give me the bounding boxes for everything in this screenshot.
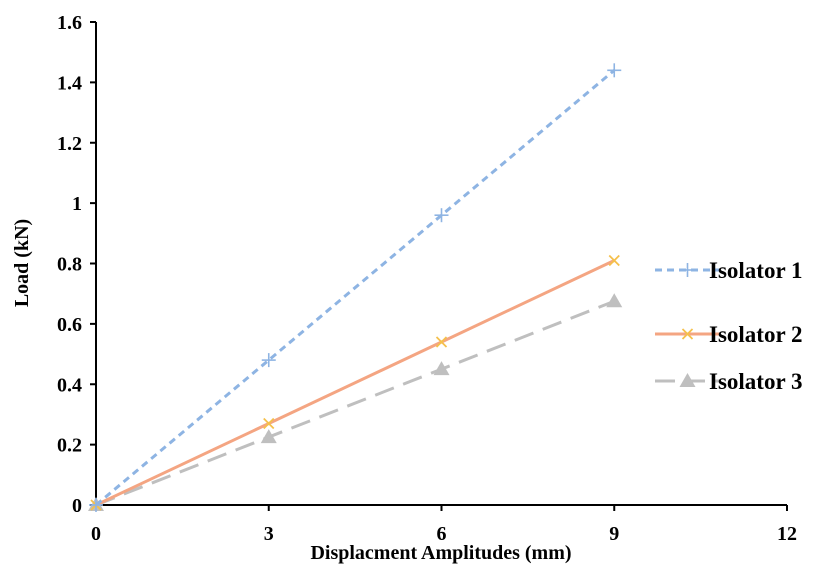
x-tick-label: 3 bbox=[264, 523, 274, 545]
ticks: 0 0.2 0.4 0.6 0.8 1 1.2 1.4 1.6 0 3 6 9 12 bbox=[57, 12, 797, 545]
y-tick-label: 1.2 bbox=[57, 133, 82, 155]
plus-marker bbox=[434, 208, 449, 223]
plus-marker bbox=[261, 353, 276, 368]
y-tick-label: 1 bbox=[72, 193, 82, 215]
cross-marker bbox=[435, 336, 448, 348]
axes bbox=[95, 22, 787, 506]
legend-item: Isolator 2 bbox=[655, 322, 803, 347]
legend-item: Isolator 1 bbox=[655, 258, 803, 283]
x-tick-label: 6 bbox=[437, 523, 447, 545]
cross-marker bbox=[263, 417, 275, 430]
y-tick-label: 0.2 bbox=[57, 435, 82, 457]
cross-marker bbox=[608, 254, 620, 267]
legend-label: Isolator 2 bbox=[709, 322, 803, 347]
series-isolator-3 bbox=[88, 293, 623, 511]
legend-item: Isolator 3 bbox=[655, 369, 803, 394]
series-line bbox=[95, 299, 615, 507]
series-line bbox=[95, 69, 616, 507]
y-axis-title: Load (kN) bbox=[11, 219, 33, 307]
legend-label: Isolator 1 bbox=[709, 258, 803, 283]
plus-marker bbox=[607, 63, 622, 78]
y-tick-label: 1.4 bbox=[57, 72, 82, 94]
y-tick-label: 1.6 bbox=[57, 12, 82, 34]
y-tick-label: 0 bbox=[72, 495, 82, 517]
legend-label: Isolator 3 bbox=[709, 369, 803, 394]
legend: Isolator 1 Isolator 2 Isolator 3 bbox=[655, 258, 803, 394]
cross-marker bbox=[681, 328, 694, 340]
x-tick-label: 0 bbox=[91, 523, 101, 545]
triangle-marker bbox=[679, 373, 696, 387]
y-tick-label: 0.8 bbox=[57, 254, 82, 276]
series-isolator-1 bbox=[89, 63, 622, 512]
triangle-marker bbox=[433, 361, 450, 376]
series-line bbox=[95, 259, 615, 507]
plus-marker bbox=[89, 498, 103, 512]
triangle-marker bbox=[606, 293, 623, 308]
series-isolator-2 bbox=[90, 254, 620, 511]
plus-marker bbox=[680, 263, 695, 277]
x-axis-title: Displacment Amplitudes (mm) bbox=[310, 542, 571, 564]
y-tick-label: 0.4 bbox=[57, 374, 82, 396]
triangle-marker bbox=[260, 429, 277, 444]
x-tick-label: 12 bbox=[777, 523, 797, 545]
x-tick-label: 9 bbox=[609, 523, 619, 545]
series-layer bbox=[88, 63, 623, 512]
y-tick-label: 0.6 bbox=[57, 314, 82, 336]
